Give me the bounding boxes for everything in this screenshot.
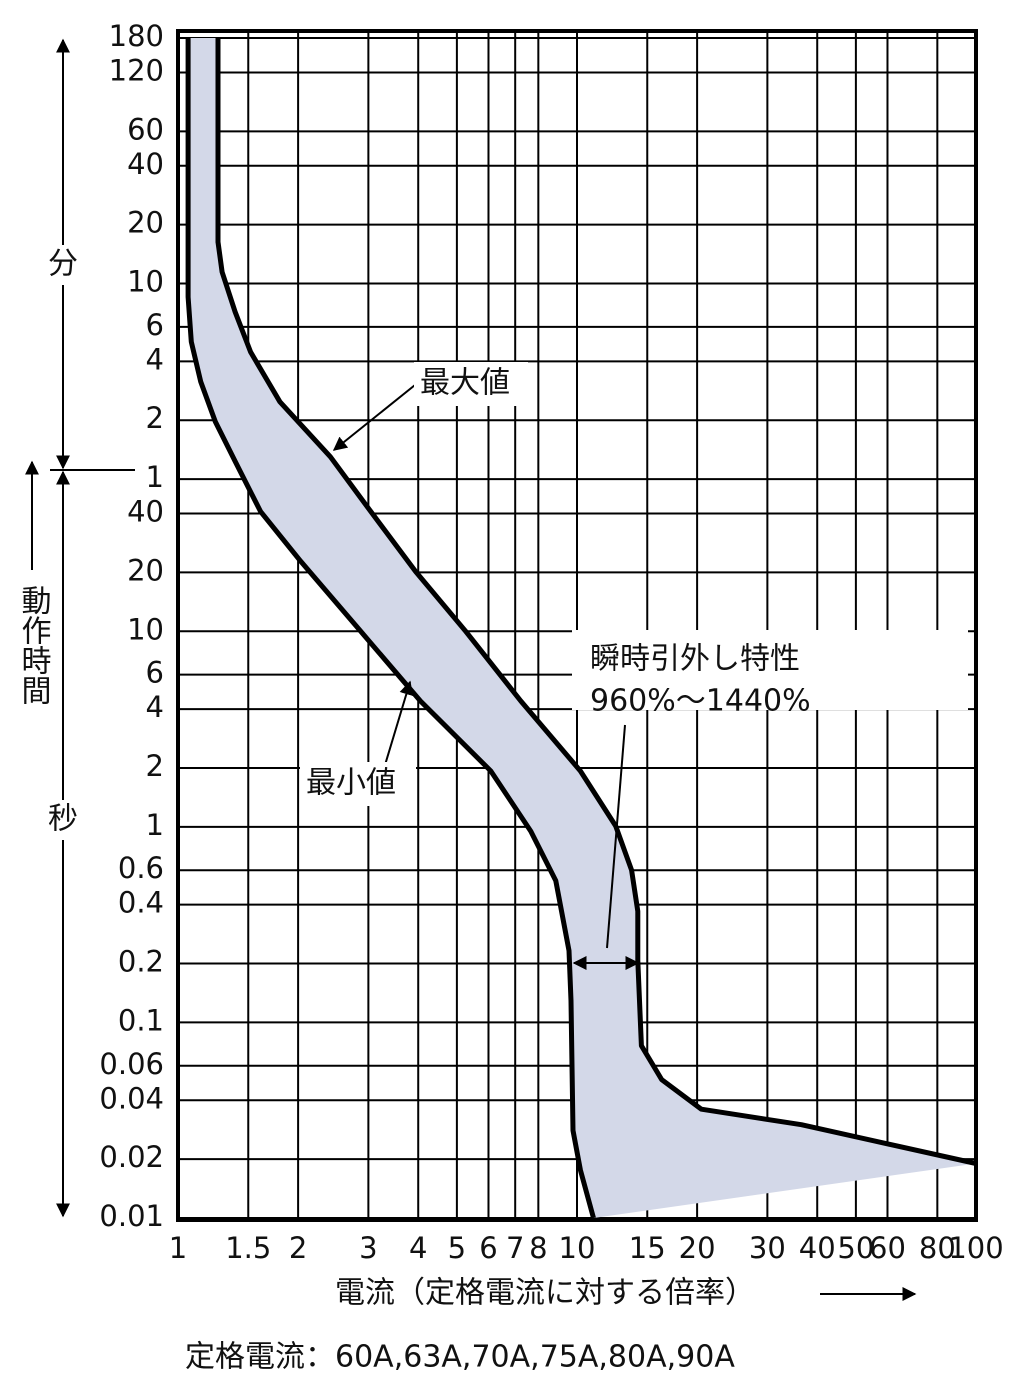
y-tick-label: 10 (127, 265, 164, 299)
y-tick-label: 0.04 (99, 1081, 164, 1115)
y-tick-label: 40 (127, 147, 164, 181)
y-tick-label: 20 (127, 206, 164, 240)
y-tick-label: 0.06 (99, 1047, 164, 1081)
x-tick-label: 1 (169, 1231, 187, 1265)
x-tick-label: 6 (479, 1231, 497, 1265)
lines-layer (185, 38, 977, 1219)
y-tick-label: 2 (146, 401, 164, 435)
x-tick-label: 8 (529, 1231, 547, 1265)
y-tick-label: 0.2 (118, 945, 164, 979)
footer: 定格電流：60A,63A,70A,75A,80A,90A (185, 1340, 735, 1375)
y-tick-label: 0.4 (118, 886, 164, 920)
annotation-range: 960%～1440% (590, 684, 811, 719)
x-tick-label: 15 (629, 1231, 666, 1265)
range-band (188, 38, 976, 1218)
y-tick-label: 180 (109, 19, 164, 53)
x-tick-label: 50 (837, 1231, 874, 1265)
x-tick-label: 4 (409, 1231, 427, 1265)
y-tick-label: 1 (146, 460, 164, 494)
x-tick-label: 100 (948, 1231, 1003, 1265)
min-label: 最小値 (306, 766, 396, 801)
x-axis-label: 電流（定格電流に対する倍率） (335, 1276, 755, 1311)
plot-frame (176, 29, 978, 1222)
max-arrow (332, 384, 416, 451)
annotation-title: 瞬時引外し特性 (590, 642, 800, 677)
curve (185, 38, 596, 1219)
annotation-box (572, 630, 968, 710)
y-tick-label: 6 (146, 656, 164, 690)
y-tick-label: 20 (127, 553, 164, 587)
annotation-leader (606, 724, 626, 949)
y-tick-label: 10 (127, 612, 164, 646)
y-tick-label: 4 (146, 690, 164, 724)
x-tick-label: 1.5 (225, 1231, 271, 1265)
x-tick-label: 7 (506, 1231, 524, 1265)
x-tick-label: 20 (679, 1231, 716, 1265)
label-bg (414, 362, 528, 406)
label-bg (45, 800, 81, 840)
x-tick-label: 30 (749, 1231, 786, 1265)
x-tick-label: 2 (289, 1231, 307, 1265)
y-tick-label: 4 (146, 342, 164, 376)
max-label: 最大値 (420, 366, 510, 401)
y-tick-label: 6 (146, 308, 164, 342)
y-tick-label: 120 (109, 53, 164, 87)
curve (215, 38, 977, 1166)
seconds-label: 秒 (48, 802, 78, 837)
y-tick-label: 0.01 (99, 1199, 164, 1233)
y-tick-label: 40 (127, 495, 164, 529)
label-bg (45, 245, 81, 285)
x-tick-label: 5 (448, 1231, 466, 1265)
y-tick-label: 2 (146, 749, 164, 783)
y-axis-label: 動作時間 (16, 585, 51, 705)
y-tick-label: 1 (146, 808, 164, 842)
x-tick-label: 3 (359, 1231, 377, 1265)
x-tick-label: 10 (559, 1231, 596, 1265)
y-tick-label: 0.02 (99, 1140, 164, 1174)
x-tick-label: 40 (799, 1231, 836, 1265)
band-layer (188, 38, 976, 1218)
x-tick-label: 80 (919, 1231, 956, 1265)
label-bg (300, 762, 416, 806)
minutes-label: 分 (48, 247, 78, 282)
y-tick-label: 0.6 (118, 851, 164, 885)
x-tick-label: 60 (869, 1231, 906, 1265)
y-tick-label: 0.1 (118, 1003, 164, 1037)
y-tick-label: 60 (127, 112, 164, 146)
min-arrow (384, 680, 414, 766)
